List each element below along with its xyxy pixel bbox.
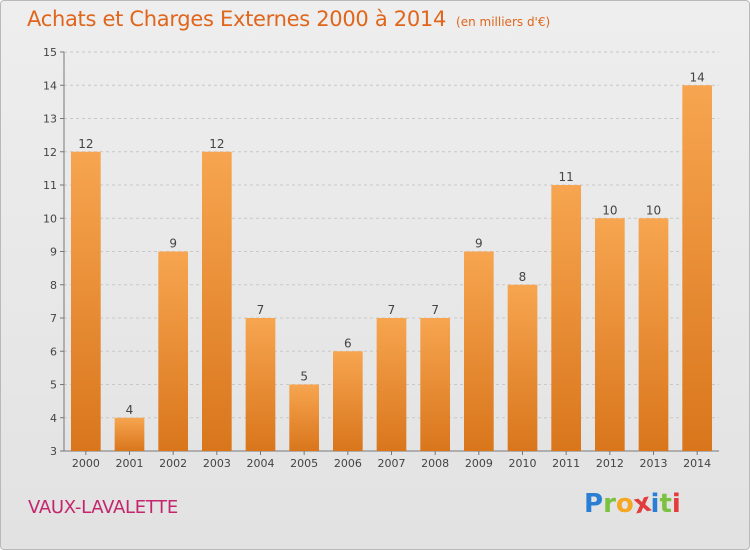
x-tick-label: 2008	[421, 457, 449, 470]
data-label: 12	[209, 137, 224, 151]
data-label: 14	[690, 70, 705, 84]
data-label: 9	[169, 237, 177, 251]
bar-2012[interactable]	[594, 218, 625, 451]
bar-2001[interactable]	[114, 417, 145, 451]
y-tick-label: 9	[50, 246, 57, 259]
y-tick-label: 11	[43, 179, 57, 192]
bar-2010[interactable]	[507, 284, 538, 451]
data-label: 9	[475, 237, 483, 251]
logo-letter: t	[659, 489, 672, 519]
bar-2002[interactable]	[158, 251, 189, 452]
bar-2006[interactable]	[332, 351, 363, 451]
bar-2007[interactable]	[376, 318, 407, 451]
bar-2004[interactable]	[245, 318, 276, 451]
x-tick-label: 2014	[683, 457, 711, 470]
x-tick-label: 2005	[290, 457, 318, 470]
y-tick-label: 5	[50, 379, 57, 392]
y-tick-label: 3	[50, 445, 57, 458]
data-label: 7	[388, 303, 396, 317]
x-tick-label: 2010	[509, 457, 537, 470]
data-label: 11	[559, 170, 574, 184]
y-tick-label: 13	[43, 113, 57, 126]
logo-letter: P	[584, 489, 604, 519]
y-tick-label: 8	[50, 279, 57, 292]
axes: 3 4 5 6 7 8 9 10 11 12 13 14 15 2000 2001 2002 2003 2004 2…	[43, 46, 719, 470]
data-labels: 12 4 9 12 7 5 6 7 7 9 8 11 10 10 14	[78, 70, 705, 417]
y-tick-label: 6	[50, 345, 57, 358]
data-label: 10	[646, 203, 661, 217]
chart-subtitle: (en milliers d'€)	[456, 15, 551, 29]
logo-letter: r	[603, 489, 616, 519]
bar-2011[interactable]	[551, 185, 582, 451]
y-tick-label: 15	[43, 46, 57, 59]
data-label: 4	[126, 403, 134, 417]
logo-letter: i	[650, 489, 660, 519]
x-tick-label: 2002	[159, 457, 187, 470]
x-tick-label: 2013	[640, 457, 668, 470]
x-tick-label: 2012	[596, 457, 624, 470]
x-tick-label: 2001	[116, 457, 144, 470]
data-label: 12	[78, 137, 93, 151]
y-tick-label: 10	[43, 212, 57, 225]
data-label: 7	[431, 303, 439, 317]
bar-2013[interactable]	[638, 218, 669, 451]
x-tick-label: 2000	[72, 457, 100, 470]
y-tick-label: 14	[43, 79, 57, 92]
x-tick-label: 2006	[334, 457, 362, 470]
chart-title: Achats et Charges Externes 2000 à 2014	[27, 7, 447, 31]
x-tick-label: 2009	[465, 457, 493, 470]
x-tick-label: 2004	[247, 457, 275, 470]
x-tick-label: 2011	[552, 457, 580, 470]
data-label: 5	[300, 370, 308, 384]
data-label: 7	[257, 303, 265, 317]
data-label: 8	[519, 270, 527, 284]
bar-2005[interactable]	[289, 384, 320, 452]
data-label: 6	[344, 336, 352, 350]
bar-2009[interactable]	[463, 251, 494, 452]
logo-letter: i	[671, 489, 681, 519]
y-tick-label: 12	[43, 146, 57, 159]
x-tick-label: 2003	[203, 457, 231, 470]
x-tick-label: 2007	[378, 457, 406, 470]
location-label: VAUX-LAVALETTE	[28, 497, 178, 518]
y-tick-label: 4	[50, 412, 57, 425]
bars	[70, 85, 713, 452]
data-label: 10	[602, 203, 617, 217]
logo-letter: o	[615, 489, 634, 519]
bar-2000[interactable]	[70, 151, 101, 451]
bar-2003[interactable]	[201, 151, 232, 451]
chart-title-block: Achats et Charges Externes 2000 à 2014 (e…	[27, 7, 550, 31]
bar-2008[interactable]	[420, 318, 451, 451]
y-tick-label: 7	[50, 312, 57, 325]
proxiti-logo[interactable]: Proxiti	[584, 488, 681, 521]
bar-2014[interactable]	[682, 85, 713, 451]
